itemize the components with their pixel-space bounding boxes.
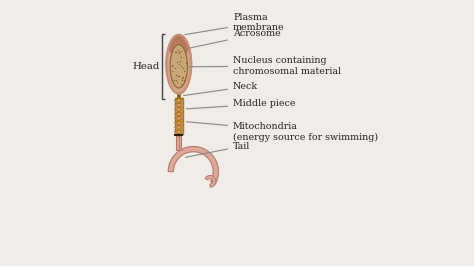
Polygon shape — [174, 98, 183, 103]
Text: Acrosome: Acrosome — [188, 29, 281, 48]
Text: Neck: Neck — [183, 82, 258, 95]
Polygon shape — [174, 116, 183, 121]
Text: Tail: Tail — [185, 142, 250, 157]
Polygon shape — [168, 35, 190, 54]
Polygon shape — [174, 107, 183, 112]
Polygon shape — [174, 130, 183, 134]
Text: Nucleus containing
chromosomal material: Nucleus containing chromosomal material — [188, 56, 341, 76]
Polygon shape — [174, 103, 183, 107]
Ellipse shape — [166, 35, 191, 94]
Text: Middle piece: Middle piece — [186, 99, 295, 109]
Bar — [176, 136, 182, 151]
Bar — [174, 134, 183, 136]
Polygon shape — [174, 121, 183, 125]
Bar — [174, 98, 183, 134]
Text: Plasma
membrane: Plasma membrane — [185, 13, 285, 35]
Polygon shape — [174, 125, 183, 130]
Polygon shape — [174, 112, 183, 116]
Polygon shape — [168, 147, 219, 184]
Text: Head: Head — [132, 62, 159, 71]
Text: Mitochondria
(energy source for swimming): Mitochondria (energy source for swimming… — [186, 122, 378, 142]
Ellipse shape — [170, 45, 187, 88]
Polygon shape — [205, 176, 216, 187]
Bar — [177, 94, 181, 98]
